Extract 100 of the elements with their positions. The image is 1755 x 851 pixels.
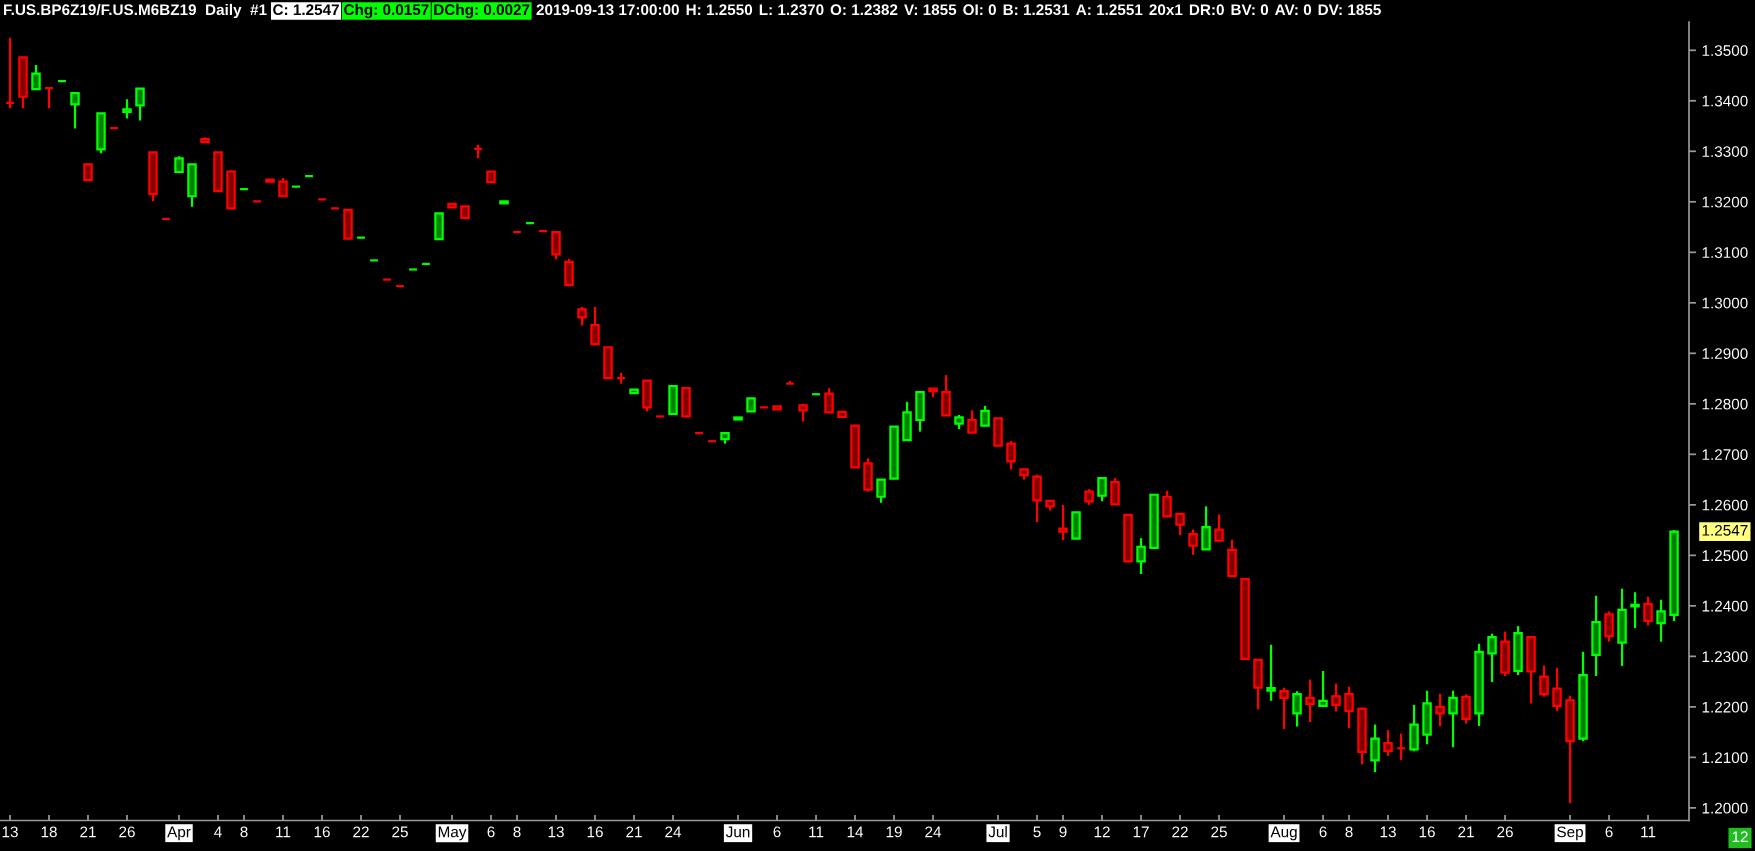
candlestick xyxy=(1058,503,1068,542)
candlestick xyxy=(4,36,16,110)
y-tick-label: 1.2300 xyxy=(1702,651,1748,663)
candlestick xyxy=(278,176,288,198)
y-tick-label: 1.2100 xyxy=(1702,752,1748,764)
candlestick xyxy=(1097,476,1107,503)
candlestick xyxy=(655,415,666,418)
x-tick-label: 22 xyxy=(1172,826,1188,838)
x-tick-label: 6 xyxy=(773,826,781,838)
x-tick-label: 26 xyxy=(1497,826,1513,838)
candlestick xyxy=(1604,610,1614,643)
y-tick-label: 1.3200 xyxy=(1702,196,1748,208)
x-tick-label: Jul xyxy=(988,826,1007,838)
x-tick-label: 24 xyxy=(925,826,942,838)
candlestick xyxy=(1630,591,1640,630)
x-tick-label: 25 xyxy=(392,826,408,838)
x-tick-label: 8 xyxy=(240,826,248,838)
candlestick xyxy=(239,188,250,191)
y-tick-label: 1.2000 xyxy=(1702,802,1748,814)
candlestick xyxy=(1032,473,1042,524)
x-tick-label: 11 xyxy=(276,826,291,838)
x-tick-label: 22 xyxy=(353,826,369,838)
x-tick-label: 21 xyxy=(80,826,96,838)
x-tick-label: 16 xyxy=(314,826,330,838)
candlestick xyxy=(135,87,145,122)
candlestick xyxy=(694,432,705,435)
y-tick-label: 1.3000 xyxy=(1702,297,1748,309)
x-tick-label: 6 xyxy=(1319,826,1327,838)
candlestick xyxy=(1435,692,1445,728)
candlestick xyxy=(330,207,341,210)
candlestick xyxy=(1331,682,1341,713)
x-tick-label: 16 xyxy=(587,826,603,838)
candlestick xyxy=(160,217,172,221)
text: B: 1.2531 xyxy=(1003,4,1070,16)
y-tick-label: 1.3400 xyxy=(1702,95,1748,107)
candlestick xyxy=(304,174,315,178)
candlestick xyxy=(382,278,393,281)
text: 2019-09-13 17:00:00 xyxy=(536,4,679,16)
x-tick-label: 24 xyxy=(665,826,682,838)
y-tick-label: 1.2400 xyxy=(1702,600,1748,612)
candlestick xyxy=(1162,489,1172,518)
x-tick-label: 25 xyxy=(1211,826,1227,838)
text: O: 1.2382 xyxy=(830,4,898,16)
x-tick-label: 21 xyxy=(1458,826,1474,838)
x-tick-label: 6 xyxy=(487,826,495,838)
text: 1.2547 xyxy=(1702,524,1748,536)
x-tick-label: 13 xyxy=(548,826,564,838)
x-tick-label: 21 xyxy=(626,826,642,838)
text: OI: 0 xyxy=(963,4,996,16)
text: 20x1 xyxy=(1149,4,1183,16)
text: H: 1.2550 xyxy=(686,4,753,16)
candlestick xyxy=(512,231,523,234)
x-tick-label: 4 xyxy=(214,826,222,838)
x-tick-label: 8 xyxy=(513,826,521,838)
candlestick xyxy=(1201,505,1211,551)
candlestick xyxy=(1279,686,1289,731)
candlestick xyxy=(70,92,80,130)
text: DChg: 0.0027 xyxy=(434,3,530,19)
candlestick xyxy=(538,229,549,233)
candlestick xyxy=(1461,693,1471,725)
candlestick xyxy=(590,305,600,346)
candlestick xyxy=(1656,598,1666,643)
candlestick xyxy=(1214,513,1224,542)
candlestick xyxy=(122,98,132,120)
candlestick xyxy=(967,409,977,434)
x-tick-label: 18 xyxy=(41,826,57,838)
x-tick-label: Apr xyxy=(167,826,191,841)
candlestick xyxy=(1370,723,1380,774)
y-tick-label: 1.3100 xyxy=(1702,247,1748,258)
candlestick xyxy=(395,285,406,288)
candlestick xyxy=(31,63,41,91)
candlestick xyxy=(551,231,561,261)
candlestick xyxy=(980,404,990,427)
y-tick-label: 1.2700 xyxy=(1702,449,1748,461)
candlestick xyxy=(1344,685,1354,730)
candlestick xyxy=(1396,732,1407,761)
x-tick-label: 17 xyxy=(1133,826,1149,838)
candlestick xyxy=(1110,476,1120,506)
y-tick-label: 1.2800 xyxy=(1702,398,1748,410)
candlestick xyxy=(317,198,328,201)
candlestick xyxy=(824,387,834,414)
candlestick xyxy=(1175,512,1185,537)
x-tick-label: 13 xyxy=(1380,826,1396,838)
candlestick xyxy=(1539,664,1549,698)
candlestick xyxy=(577,305,587,327)
x-tick-label: 11 xyxy=(809,826,824,838)
candlestick xyxy=(941,373,951,417)
y-tick-label: 1.2200 xyxy=(1702,701,1748,713)
x-tick-label: 6 xyxy=(1605,826,1613,838)
x-tick-label: Jun xyxy=(725,826,750,838)
candlestick xyxy=(525,221,536,225)
text: L: 1.2370 xyxy=(759,4,824,16)
candlestick xyxy=(1318,669,1328,707)
x-tick-label: 14 xyxy=(847,826,864,838)
candlestick xyxy=(1136,537,1146,576)
candlestick xyxy=(707,440,718,443)
candlestick xyxy=(369,259,380,262)
candlestick xyxy=(759,406,770,409)
text: DR:0 xyxy=(1189,4,1224,16)
x-tick-label: 26 xyxy=(119,826,135,838)
